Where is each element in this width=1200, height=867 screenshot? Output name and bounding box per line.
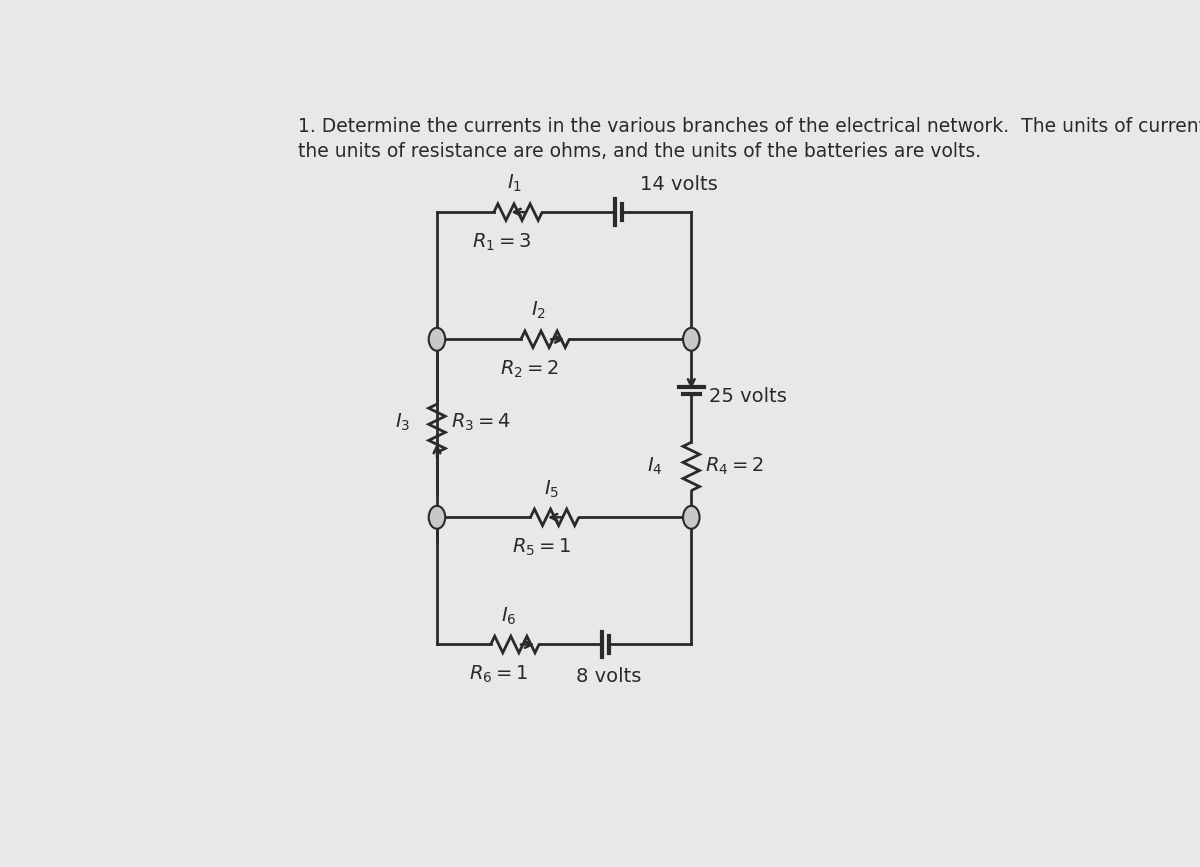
Text: $I_2$: $I_2$ [532,300,546,322]
Text: $R_1=3$: $R_1=3$ [473,231,532,252]
Text: 25 volts: 25 volts [709,387,787,406]
Ellipse shape [683,505,700,529]
Text: $I_5$: $I_5$ [544,479,559,499]
Text: $I_1$: $I_1$ [508,173,522,194]
Text: $R_2=2$: $R_2=2$ [499,358,559,380]
Text: 14 volts: 14 volts [641,175,718,194]
Text: 8 volts: 8 volts [576,667,641,686]
Text: $R_3=4$: $R_3=4$ [451,411,511,433]
Text: $I_4$: $I_4$ [647,456,662,477]
Text: $I_3$: $I_3$ [395,411,410,433]
Text: 1. Determine the currents in the various branches of the electrical network.  Th: 1. Determine the currents in the various… [299,117,1200,136]
Text: the units of resistance are ohms, and the units of the batteries are volts.: the units of resistance are ohms, and th… [299,142,982,161]
Text: $I_6$: $I_6$ [500,605,516,627]
Ellipse shape [428,505,445,529]
Text: $R_6=1$: $R_6=1$ [469,663,529,685]
Ellipse shape [428,328,445,351]
Text: $R_5=1$: $R_5=1$ [512,537,571,557]
Text: $R_4=2$: $R_4=2$ [706,456,764,477]
Ellipse shape [683,328,700,351]
